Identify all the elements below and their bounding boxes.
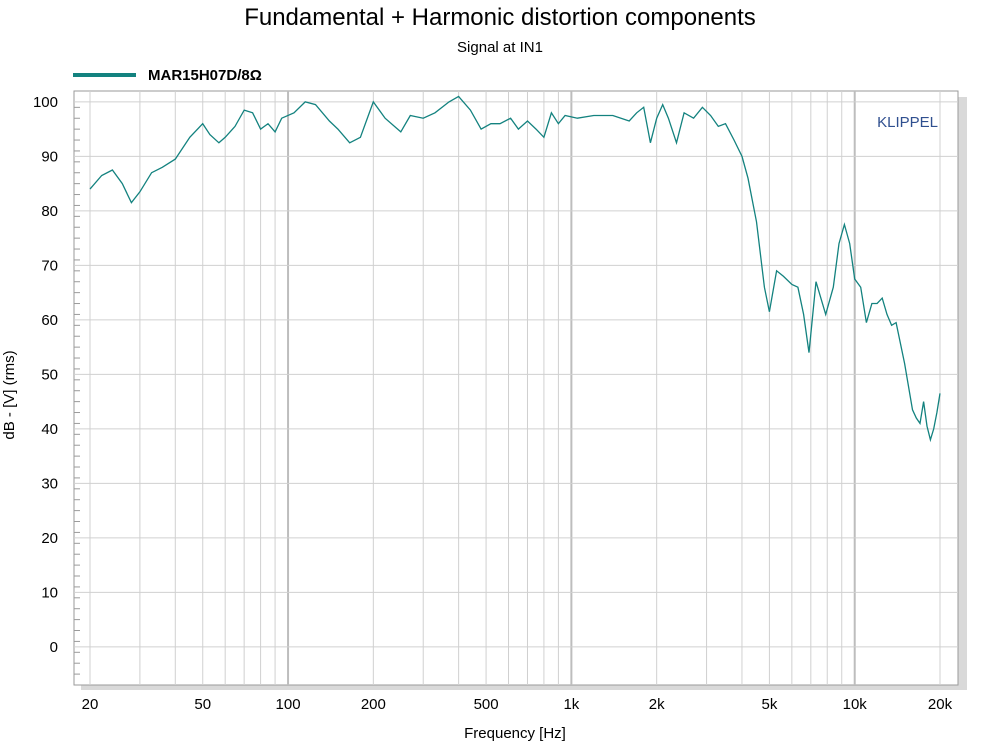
plot-area xyxy=(73,90,959,686)
y-tick-label: 30 xyxy=(41,475,58,492)
x-tick-label: 500 xyxy=(474,696,499,713)
x-tick-label: 100 xyxy=(276,696,301,713)
y-tick-label: 50 xyxy=(41,366,58,383)
y-tick-label: 100 xyxy=(33,94,58,111)
y-tick-label: 0 xyxy=(50,639,58,656)
x-tick-label: 20k xyxy=(928,696,953,713)
legend-label: MAR15H07D/8Ω xyxy=(148,67,262,84)
watermark: KLIPPEL xyxy=(877,114,938,131)
y-tick-label: 20 xyxy=(41,530,58,547)
y-tick-label: 60 xyxy=(41,312,58,329)
x-tick-label: 1k xyxy=(563,696,579,713)
y-tick-label: 90 xyxy=(41,148,58,165)
x-tick-label: 50 xyxy=(194,696,211,713)
y-axis-label: dB - [V] (rms) xyxy=(1,350,18,439)
chart-subtitle: Signal at IN1 xyxy=(457,39,543,56)
x-axis-label: Frequency [Hz] xyxy=(464,725,566,742)
y-tick-label: 80 xyxy=(41,203,58,220)
x-tick-label: 200 xyxy=(361,696,386,713)
chart-title: Fundamental + Harmonic distortion compon… xyxy=(244,4,756,31)
x-axis-ticks: 20 50 100 200 500 1k 2k 5k 10k 20k xyxy=(82,696,953,713)
x-tick-label: 2k xyxy=(649,696,665,713)
y-tick-label: 10 xyxy=(41,584,58,601)
grid xyxy=(74,91,958,685)
x-tick-label: 20 xyxy=(82,696,99,713)
legend: MAR15H07D/8Ω xyxy=(73,67,262,84)
y-tick-label: 40 xyxy=(41,421,58,438)
x-tick-label: 5k xyxy=(761,696,777,713)
x-tick-label: 10k xyxy=(843,696,868,713)
y-axis-ticks: 0 10 20 30 40 50 60 70 80 90 100 xyxy=(33,94,80,675)
series-line xyxy=(89,95,941,443)
y-tick-label: 70 xyxy=(41,257,58,274)
